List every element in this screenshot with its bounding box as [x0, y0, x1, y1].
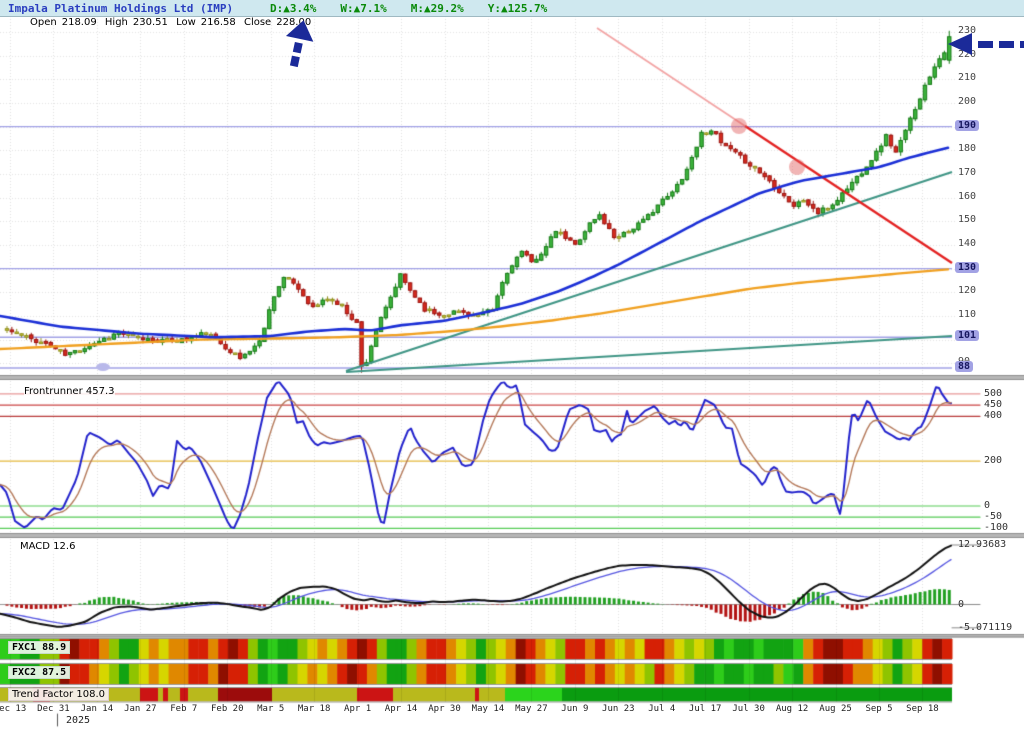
date-axis-label: Aug 12 — [775, 704, 809, 714]
price-axis-label: 210 — [958, 72, 977, 84]
date-axis-label: Apr 30 — [428, 704, 461, 714]
price-axis-label: 150 — [958, 214, 977, 226]
frontrunner-axis-label: 0 — [984, 500, 991, 511]
date-axis-label: Aug 25 — [819, 704, 852, 714]
high-label: High — [104, 17, 128, 28]
title-bar: Impala Platinum Holdings Ltd (IMP) D:▲3.… — [0, 0, 1024, 17]
date-axis-label: Jul 17 — [688, 704, 722, 714]
open-label: Open — [30, 17, 57, 28]
macd-axis-label: -5.071119 — [958, 621, 1013, 633]
date-axis-label: Jun 23 — [602, 704, 635, 714]
date-axis-label: May 14 — [471, 704, 505, 714]
price-axis-label: 140 — [958, 237, 977, 249]
frontrunner-axis-label: -100 — [984, 522, 1009, 534]
date-axis-label: May 27 — [515, 704, 548, 714]
change-stat-yearly: Y:▲125.7% — [487, 1, 548, 15]
date-axis-label: Jan 14 — [80, 704, 114, 714]
change-stat-weekly: W:▲7.1% — [340, 1, 387, 15]
date-axis-label: Apr 1 — [344, 704, 372, 714]
date-axis-label: Jun 9 — [561, 704, 589, 714]
date-axis-label: Jul 4 — [648, 704, 676, 714]
close-value: 228.00 — [276, 17, 312, 28]
fxc2-indicator-label: FXC2 87.5 — [8, 666, 71, 679]
frontrunner-axis-label: -50 — [984, 511, 1003, 523]
price-axis-label: 130 — [955, 261, 980, 273]
low-value: 216.58 — [200, 17, 236, 28]
price-axis-label: 180 — [958, 143, 977, 155]
price-axis-label: 101 — [955, 330, 980, 342]
date-axis-label: Sep 5 — [865, 704, 893, 714]
price-target-arrow-annotation — [948, 33, 1024, 55]
date-axis-label: Apr 14 — [384, 704, 418, 714]
price-axis-label: 200 — [958, 95, 977, 107]
price-axis-label: 110 — [958, 308, 977, 320]
date-axis-label: Dec 13 — [0, 704, 27, 714]
date-axis-label: Jul 30 — [732, 704, 765, 714]
frontrunner-axis-label: 450 — [984, 399, 1003, 411]
date-axis-label: Mar 5 — [257, 704, 285, 714]
open-value: 218.09 — [61, 17, 97, 28]
macd-axis-label: 0 — [958, 598, 965, 610]
up-trend-arrow-annotation — [285, 20, 314, 68]
price-axis-label: 120 — [958, 285, 977, 297]
frontrunner-axis-label: 400 — [984, 410, 1003, 422]
frontrunner-axis-label: 500 — [984, 387, 1003, 399]
frontrunner-indicator-label: Frontrunner 457.3 — [24, 386, 115, 397]
change-stat-monthly: M:▲29.2% — [410, 1, 464, 15]
close-label: Close — [243, 17, 272, 28]
high-value: 230.51 — [132, 17, 168, 28]
year-label: 2025 — [66, 715, 91, 726]
macd-indicator-label: MACD 12.6 — [20, 541, 76, 552]
date-axis-label: Jan 27 — [124, 704, 157, 714]
low-label: Low — [176, 17, 196, 28]
price-axis-label: 170 — [958, 166, 977, 178]
frontrunner-axis-label: 200 — [984, 455, 1003, 467]
date-axis-label: Dec 31 — [37, 704, 70, 714]
date-axis-label: Mar 18 — [297, 704, 331, 714]
price-axis-label: 160 — [958, 190, 977, 202]
trend-factor-indicator-label: Trend Factor 108.0 — [8, 688, 109, 701]
change-stat-daily: D:▲3.4% — [270, 1, 317, 15]
price-axis-label: 220 — [958, 48, 977, 60]
date-axis-label: Feb 7 — [170, 704, 198, 714]
date-axis-label: Sep 18 — [906, 704, 939, 714]
price-axis-label: 190 — [955, 119, 980, 131]
fxc1-indicator-label: FXC1 88.9 — [8, 641, 71, 654]
instrument-title: Impala Platinum Holdings Ltd (IMP) — [8, 1, 234, 15]
price-axis-label: 230 — [958, 25, 977, 36]
macd-axis-label: 12.93683 — [958, 538, 1007, 550]
date-axis-label: Feb 20 — [210, 704, 244, 714]
price-axis-label: 88 — [955, 361, 974, 372]
ohlc-readout: Open 218.09 High 230.51 Low 216.58 Close 228… — [30, 17, 316, 28]
